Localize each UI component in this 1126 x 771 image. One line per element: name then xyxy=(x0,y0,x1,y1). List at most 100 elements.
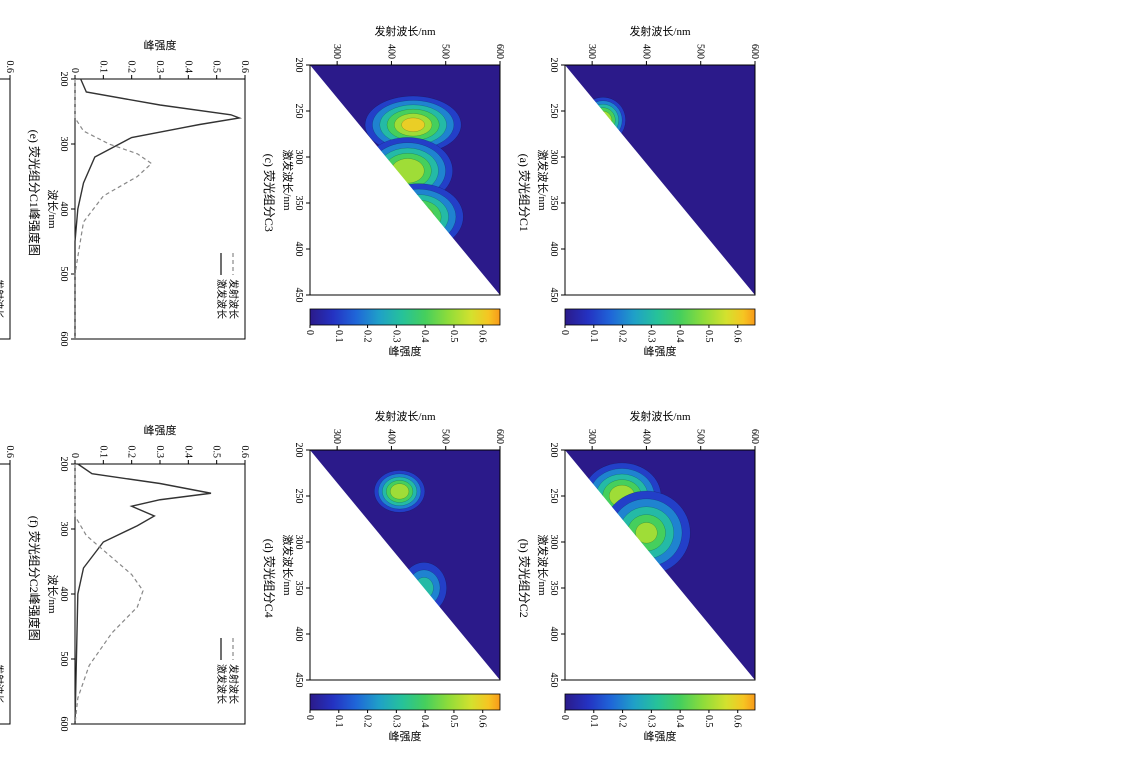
svg-text:0.4: 0.4 xyxy=(419,330,430,343)
svg-text:峰强度: 峰强度 xyxy=(144,38,177,52)
svg-text:500: 500 xyxy=(440,44,451,59)
svg-text:250: 250 xyxy=(548,489,559,504)
svg-text:0.6: 0.6 xyxy=(477,715,488,728)
svg-text:600: 600 xyxy=(494,429,505,444)
svg-text:600: 600 xyxy=(749,429,760,444)
svg-text:0.6: 0.6 xyxy=(732,715,743,728)
contour-plot-c4: 200250300350400450300400500600激发波长/nm发射波… xyxy=(280,406,506,750)
svg-text:450: 450 xyxy=(548,673,559,688)
caption-d: (d) 荧光组分C4 xyxy=(261,539,278,618)
svg-text:300: 300 xyxy=(548,535,559,550)
svg-text:激发波长/nm: 激发波长/nm xyxy=(281,149,295,211)
svg-text:峰强度: 峰强度 xyxy=(389,344,422,358)
svg-text:0: 0 xyxy=(69,68,80,73)
svg-text:0.2: 0.2 xyxy=(126,60,137,73)
svg-text:500: 500 xyxy=(440,429,451,444)
svg-text:激发波长/nm: 激发波长/nm xyxy=(536,535,550,597)
svg-text:0.2: 0.2 xyxy=(617,715,628,728)
svg-text:300: 300 xyxy=(58,136,69,151)
svg-text:波长/nm: 波长/nm xyxy=(46,575,59,615)
svg-text:250: 250 xyxy=(548,103,559,118)
svg-text:0.5: 0.5 xyxy=(448,330,459,343)
svg-text:0.5: 0.5 xyxy=(211,60,222,73)
svg-text:400: 400 xyxy=(385,44,396,59)
svg-text:0.5: 0.5 xyxy=(448,715,459,728)
svg-text:0.6: 0.6 xyxy=(239,60,250,73)
svg-text:400: 400 xyxy=(548,241,559,256)
svg-text:300: 300 xyxy=(331,429,342,444)
svg-text:0.6: 0.6 xyxy=(4,60,15,73)
svg-text:发射波长/nm: 发射波长/nm xyxy=(629,24,691,38)
svg-text:300: 300 xyxy=(586,44,597,59)
svg-text:峰强度: 峰强度 xyxy=(644,729,677,743)
line-plot-c1: 20030040050060000.10.20.30.40.50.6波长/nm峰… xyxy=(45,35,251,351)
panel-inner: 200250300350400450300400500600激发波长/nm发射波… xyxy=(280,21,506,365)
svg-text:400: 400 xyxy=(385,429,396,444)
svg-text:400: 400 xyxy=(640,429,651,444)
svg-text:0.2: 0.2 xyxy=(362,330,373,343)
svg-text:激发波长/nm: 激发波长/nm xyxy=(281,535,295,597)
svg-text:200: 200 xyxy=(58,71,69,86)
svg-text:200: 200 xyxy=(293,57,304,72)
panel-contour-c1: 200250300350400450300400500600激发波长/nm发射波… xyxy=(516,20,761,366)
svg-text:500: 500 xyxy=(695,429,706,444)
svg-text:200: 200 xyxy=(548,57,559,72)
line-plot-c4: 20030040050060000.10.20.30.40.50.6波长/nm峰… xyxy=(0,420,16,736)
panel-contour-c3: 200250300350400450300400500600激发波长/nm发射波… xyxy=(261,20,506,366)
svg-text:300: 300 xyxy=(293,149,304,164)
line-plot-c2: 20030040050060000.10.20.30.40.50.6波长/nm峰… xyxy=(45,420,251,736)
svg-text:发射波长/nm: 发射波长/nm xyxy=(374,409,436,423)
contour-plot-c1: 200250300350400450300400500600激发波长/nm发射波… xyxy=(535,21,761,365)
svg-text:0.1: 0.1 xyxy=(333,715,344,728)
panel-line-c2: 20030040050060000.10.20.30.40.50.6波长/nm峰… xyxy=(26,406,251,752)
svg-text:600: 600 xyxy=(58,717,69,732)
svg-text:300: 300 xyxy=(58,522,69,537)
svg-text:450: 450 xyxy=(293,673,304,688)
svg-text:400: 400 xyxy=(58,201,69,216)
svg-text:0.1: 0.1 xyxy=(333,330,344,343)
svg-text:0.1: 0.1 xyxy=(97,60,108,73)
panel-contour-c4: 200250300350400450300400500600激发波长/nm发射波… xyxy=(261,406,506,752)
caption-c: (c) 荧光组分C3 xyxy=(261,154,278,232)
svg-text:发射波长: 发射波长 xyxy=(227,664,240,704)
svg-text:0.2: 0.2 xyxy=(126,446,137,459)
panel-inner: 200250300350400450300400500600激发波长/nm发射波… xyxy=(535,21,761,365)
svg-text:0.3: 0.3 xyxy=(645,715,656,728)
svg-text:350: 350 xyxy=(548,195,559,210)
svg-text:0: 0 xyxy=(559,715,570,720)
svg-text:0.3: 0.3 xyxy=(154,446,165,459)
svg-text:峰强度: 峰强度 xyxy=(389,729,422,743)
caption-b: (b) 荧光组分C2 xyxy=(516,539,533,618)
svg-text:300: 300 xyxy=(586,429,597,444)
svg-text:0.2: 0.2 xyxy=(362,715,373,728)
svg-text:发射波长/nm: 发射波长/nm xyxy=(629,409,691,423)
svg-text:250: 250 xyxy=(293,489,304,504)
svg-text:200: 200 xyxy=(293,443,304,458)
svg-text:0.6: 0.6 xyxy=(239,446,250,459)
svg-text:发射波长: 发射波长 xyxy=(227,279,240,319)
svg-text:0.1: 0.1 xyxy=(97,446,108,459)
svg-text:500: 500 xyxy=(58,266,69,281)
svg-text:350: 350 xyxy=(293,195,304,210)
svg-text:0.4: 0.4 xyxy=(419,715,430,728)
svg-text:0.3: 0.3 xyxy=(645,330,656,343)
svg-text:600: 600 xyxy=(58,331,69,346)
svg-text:激发波长/nm: 激发波长/nm xyxy=(536,149,550,211)
svg-text:0.5: 0.5 xyxy=(211,446,222,459)
line-plot-c3: 20030040050060000.10.20.30.40.50.6波长/nm峰… xyxy=(0,35,16,351)
svg-text:300: 300 xyxy=(548,149,559,164)
svg-text:600: 600 xyxy=(749,44,760,59)
svg-text:峰强度: 峰强度 xyxy=(644,344,677,358)
panel-inner: 200250300350400450300400500600激发波长/nm发射波… xyxy=(280,406,506,750)
svg-text:0: 0 xyxy=(304,715,315,720)
panel-line-c4: 20030040050060000.10.20.30.40.50.6波长/nm峰… xyxy=(0,406,16,752)
svg-text:峰强度: 峰强度 xyxy=(144,423,177,437)
svg-text:0: 0 xyxy=(559,330,570,335)
panel-contour-c2: 200250300350400450300400500600激发波长/nm发射波… xyxy=(516,406,761,752)
svg-text:0.1: 0.1 xyxy=(588,330,599,343)
svg-text:450: 450 xyxy=(293,287,304,302)
svg-text:450: 450 xyxy=(548,287,559,302)
svg-text:0.4: 0.4 xyxy=(674,330,685,343)
svg-text:500: 500 xyxy=(695,44,706,59)
svg-text:波长/nm: 波长/nm xyxy=(46,189,59,229)
